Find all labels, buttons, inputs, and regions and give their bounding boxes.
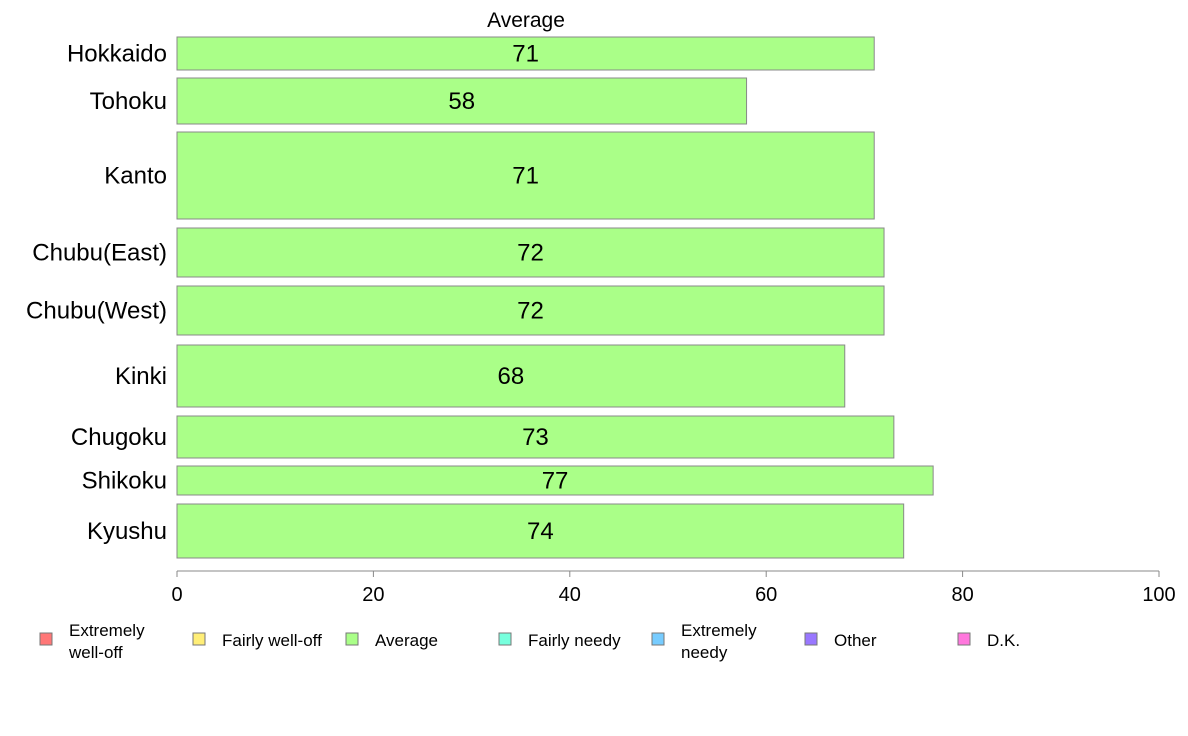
x-tick-label-40: 40: [559, 584, 581, 606]
category-label-shikoku: Shikoku: [82, 468, 167, 495]
category-label-chugoku: Chugoku: [71, 424, 167, 451]
value-label-hokkaido: 71: [512, 41, 539, 68]
value-label-chubu-west: 72: [517, 298, 544, 325]
legend-label-fairly-well-off: Fairly well-off: [222, 631, 322, 650]
legend-label-average: Average: [375, 631, 438, 650]
bar-chubu-west: [176, 285, 885, 336]
bar-shikoku: [176, 465, 934, 496]
bar-chubu-east: [176, 227, 885, 278]
legend-label-d-k: D.K.: [987, 631, 1020, 650]
value-label-kanto: 71: [512, 163, 539, 190]
category-label-kanto: Kanto: [104, 163, 167, 190]
legend-swatch-d-k: [957, 632, 971, 646]
legend-swatch-other: [804, 632, 818, 646]
category-label-hokkaido: Hokkaido: [67, 41, 167, 68]
legend-label-fairly-needy: Fairly needy: [528, 631, 621, 650]
category-label-kyushu: Kyushu: [87, 518, 167, 545]
legend-swatch-extremely-needy: [651, 632, 665, 646]
value-label-kyushu: 74: [527, 518, 554, 545]
bar-kinki: [176, 344, 846, 408]
bar-tohoku: [176, 77, 748, 125]
x-axis: 0 20 40 60 80 100: [171, 570, 1176, 606]
x-tick-label-0: 0: [171, 584, 182, 606]
legend-label-extremely-needy: Extremely needy: [681, 621, 757, 662]
legend: Extremely well-off Fairly well-off Average F…: [39, 621, 1020, 662]
bars-group: Hokkaido 71 Tohoku 58 Kanto 71 Chubu(East) 72 Ch…: [26, 36, 934, 559]
value-label-chugoku: 73: [522, 424, 549, 451]
legend-swatch-fairly-needy: [498, 632, 512, 646]
category-label-tohoku: Tohoku: [90, 88, 167, 115]
x-tick-label-80: 80: [951, 584, 973, 606]
value-label-tohoku: 58: [448, 88, 475, 115]
bar-hokkaido: [176, 36, 875, 71]
x-tick-label-20: 20: [362, 584, 384, 606]
bar-chugoku: [176, 415, 895, 459]
legend-swatch-extremely-well-off: [39, 632, 53, 646]
x-tick-label-100: 100: [1142, 584, 1175, 606]
chart-title: Average: [487, 9, 565, 32]
bar-kyushu: [176, 503, 905, 559]
value-label-kinki: 68: [498, 363, 525, 390]
category-label-chubu-east: Chubu(East): [32, 240, 167, 267]
value-label-chubu-east: 72: [517, 240, 544, 267]
category-label-kinki: Kinki: [115, 363, 167, 390]
bar-kanto: [176, 131, 875, 220]
legend-swatch-average: [345, 632, 359, 646]
legend-swatch-fairly-well-off: [192, 632, 206, 646]
legend-label-extremely-well-off: Extremely well-off: [68, 621, 145, 662]
value-label-shikoku: 77: [542, 468, 569, 495]
category-label-chubu-west: Chubu(West): [26, 298, 167, 325]
x-tick-label-60: 60: [755, 584, 777, 606]
legend-label-other: Other: [834, 631, 877, 650]
